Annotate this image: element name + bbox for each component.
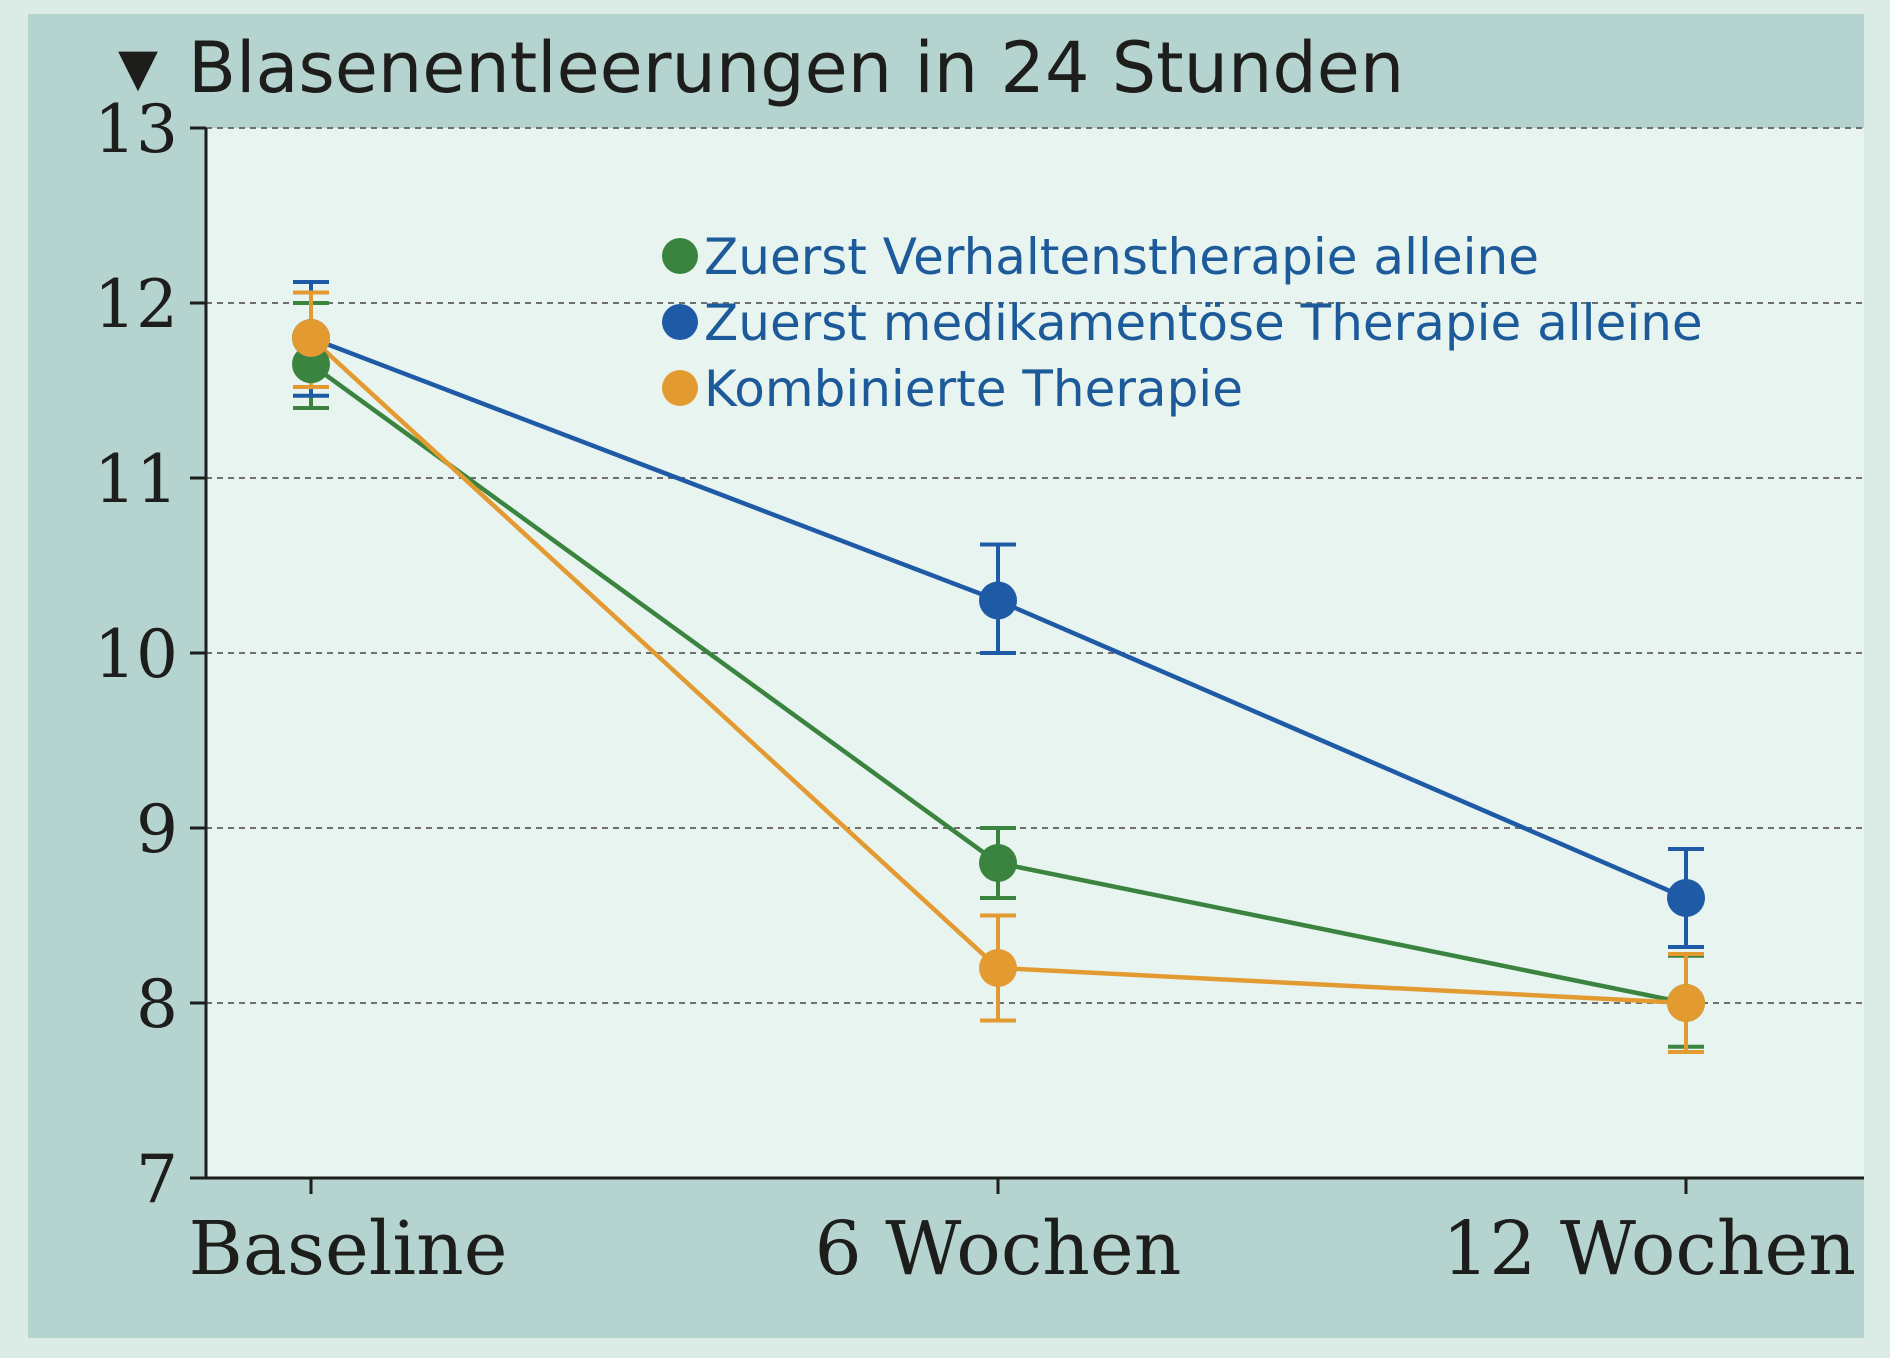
data-point (979, 581, 1017, 620)
legend-label: Kombinierte Therapie (704, 360, 1243, 418)
data-points (292, 319, 1705, 1022)
data-point (979, 844, 1017, 882)
chart-title-text: Blasenentleerungen in 24 Stunden (188, 27, 1405, 109)
legend-marker (662, 304, 698, 340)
data-point (292, 319, 330, 357)
chart-title: ▼ Blasenentleerungen in 24 Stunden (118, 18, 1404, 118)
x-tick-label: 12 Wochen (1442, 1206, 1856, 1292)
data-point (979, 949, 1017, 987)
y-tick-label: 13 (94, 91, 178, 168)
y-tick-label: 11 (94, 441, 178, 518)
y-tick-label: 10 (94, 616, 178, 693)
y-tick-label: 9 (136, 791, 178, 868)
y-tick-label: 7 (136, 1141, 178, 1218)
data-point (1667, 984, 1705, 1022)
legend-marker (662, 370, 698, 406)
y-tick-label: 12 (94, 266, 178, 343)
data-point (1667, 879, 1705, 917)
legend-label: Zuerst medikamentöse Therapie alleine (704, 294, 1703, 352)
data-point (292, 345, 330, 384)
y-tick-label: 8 (136, 966, 178, 1043)
triangle-down-icon: ▼ (118, 38, 158, 98)
legend-marker (662, 238, 698, 274)
x-tick-label: 6 Wochen (815, 1206, 1182, 1292)
x-tick-label: Baseline (188, 1206, 507, 1292)
legend: Zuerst Verhaltenstherapie alleine Zuerst … (662, 228, 1703, 418)
legend-label: Zuerst Verhaltenstherapie alleine (704, 228, 1539, 286)
